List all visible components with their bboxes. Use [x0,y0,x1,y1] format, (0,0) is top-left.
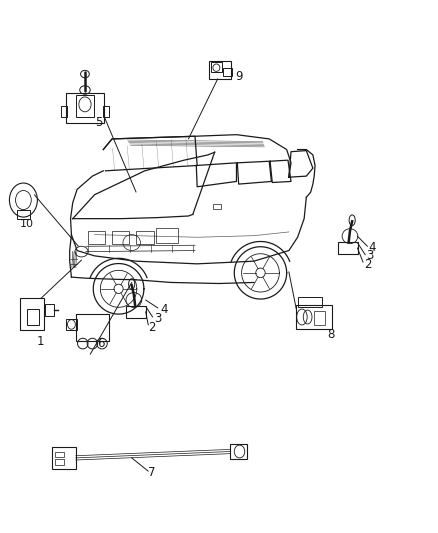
Bar [27,309,39,325]
Bar [55,452,64,457]
Bar [66,319,77,330]
Bar [66,93,104,123]
Bar [76,314,109,342]
Bar [338,242,357,254]
Bar [298,297,322,308]
Bar [112,231,130,244]
Text: 4: 4 [368,241,376,254]
Text: 3: 3 [154,312,162,325]
Bar [136,231,153,244]
Bar [102,106,109,117]
Bar [20,298,44,330]
Text: 9: 9 [235,70,242,83]
Bar [55,459,64,465]
Text: 5: 5 [95,117,102,130]
Text: 4: 4 [160,303,168,316]
Bar [88,231,106,244]
Bar [76,95,94,117]
Bar [52,447,76,469]
Bar [126,306,146,318]
Text: 6: 6 [97,337,105,350]
Bar [209,61,231,79]
Text: 8: 8 [327,327,335,341]
Bar [314,311,325,325]
Text: 2: 2 [364,258,371,271]
Text: 3: 3 [366,249,374,262]
Bar [213,204,221,208]
Bar [17,209,30,219]
Text: 2: 2 [148,321,156,334]
Text: 1: 1 [36,335,44,349]
Bar [45,304,54,316]
Bar [296,305,332,329]
Bar [211,62,222,72]
Bar [230,443,247,459]
Bar [61,106,67,117]
Bar [223,68,232,76]
Text: 10: 10 [20,219,34,229]
Text: 7: 7 [148,466,155,479]
Bar [155,228,177,243]
